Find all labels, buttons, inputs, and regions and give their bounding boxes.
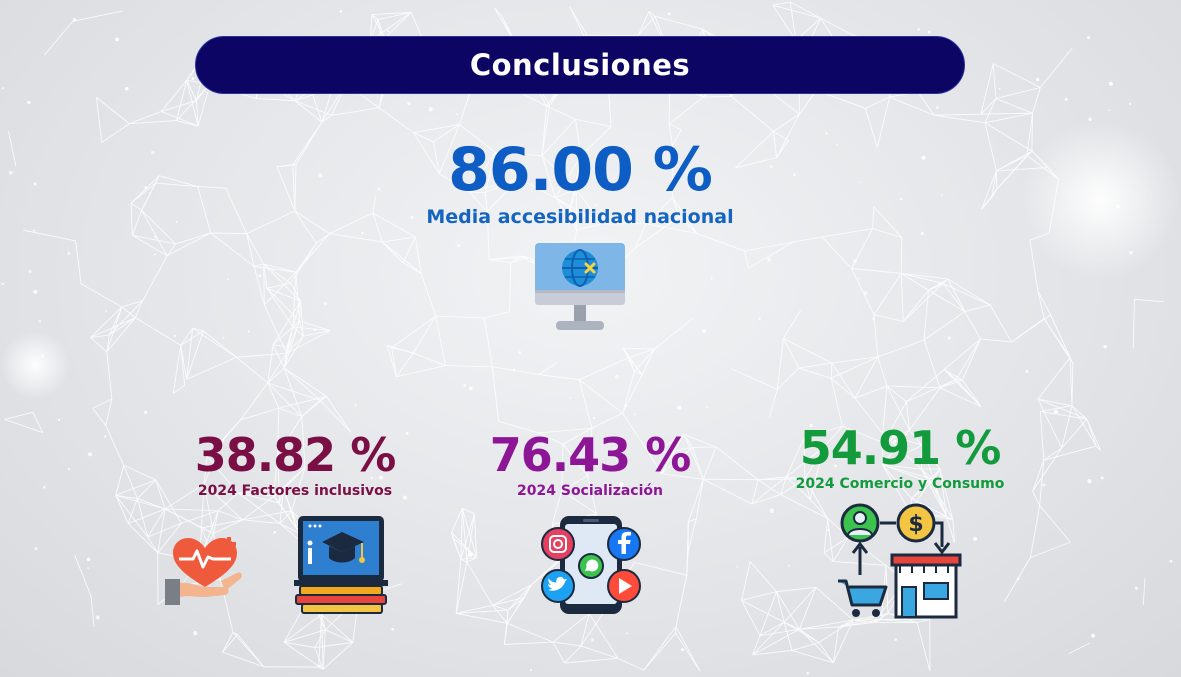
education-books-icon bbox=[294, 516, 388, 614]
kpi-label: Media accesibilidad nacional bbox=[426, 206, 734, 228]
kpi-label: 2024 Socialización bbox=[517, 483, 663, 499]
header-banner: Conclusiones bbox=[195, 36, 965, 94]
monitor-globe-icon bbox=[535, 243, 625, 330]
heart-hand-icon bbox=[165, 537, 242, 605]
kpi-factores-inclusivos: 38.82 % 2024 Factores inclusivos bbox=[140, 432, 450, 499]
smartphone-social-icon bbox=[541, 516, 641, 614]
kpi-comercio-consumo: 54.91 % 2024 Comercio y Consumo bbox=[740, 425, 1060, 492]
commerce-cycle-icon: $ bbox=[838, 503, 962, 619]
kpi-value: 76.43 % bbox=[489, 428, 692, 482]
kpi-label: 2024 Comercio y Consumo bbox=[795, 476, 1005, 492]
kpi-label: 2024 Factores inclusivos bbox=[197, 483, 393, 499]
svg-text:$: $ bbox=[908, 512, 923, 537]
kpi-national-accessibility: 86.00 % Media accesibilidad nacional bbox=[380, 140, 780, 228]
kpi-value: 86.00 % bbox=[448, 135, 713, 205]
light-glow bbox=[1020, 120, 1180, 280]
page-title: Conclusiones bbox=[469, 48, 691, 82]
kpi-socializacion: 76.43 % 2024 Socialización bbox=[440, 432, 740, 499]
light-glow bbox=[0, 330, 70, 400]
kpi-value: 54.91 % bbox=[799, 421, 1002, 475]
kpi-value: 38.82 % bbox=[194, 428, 397, 482]
